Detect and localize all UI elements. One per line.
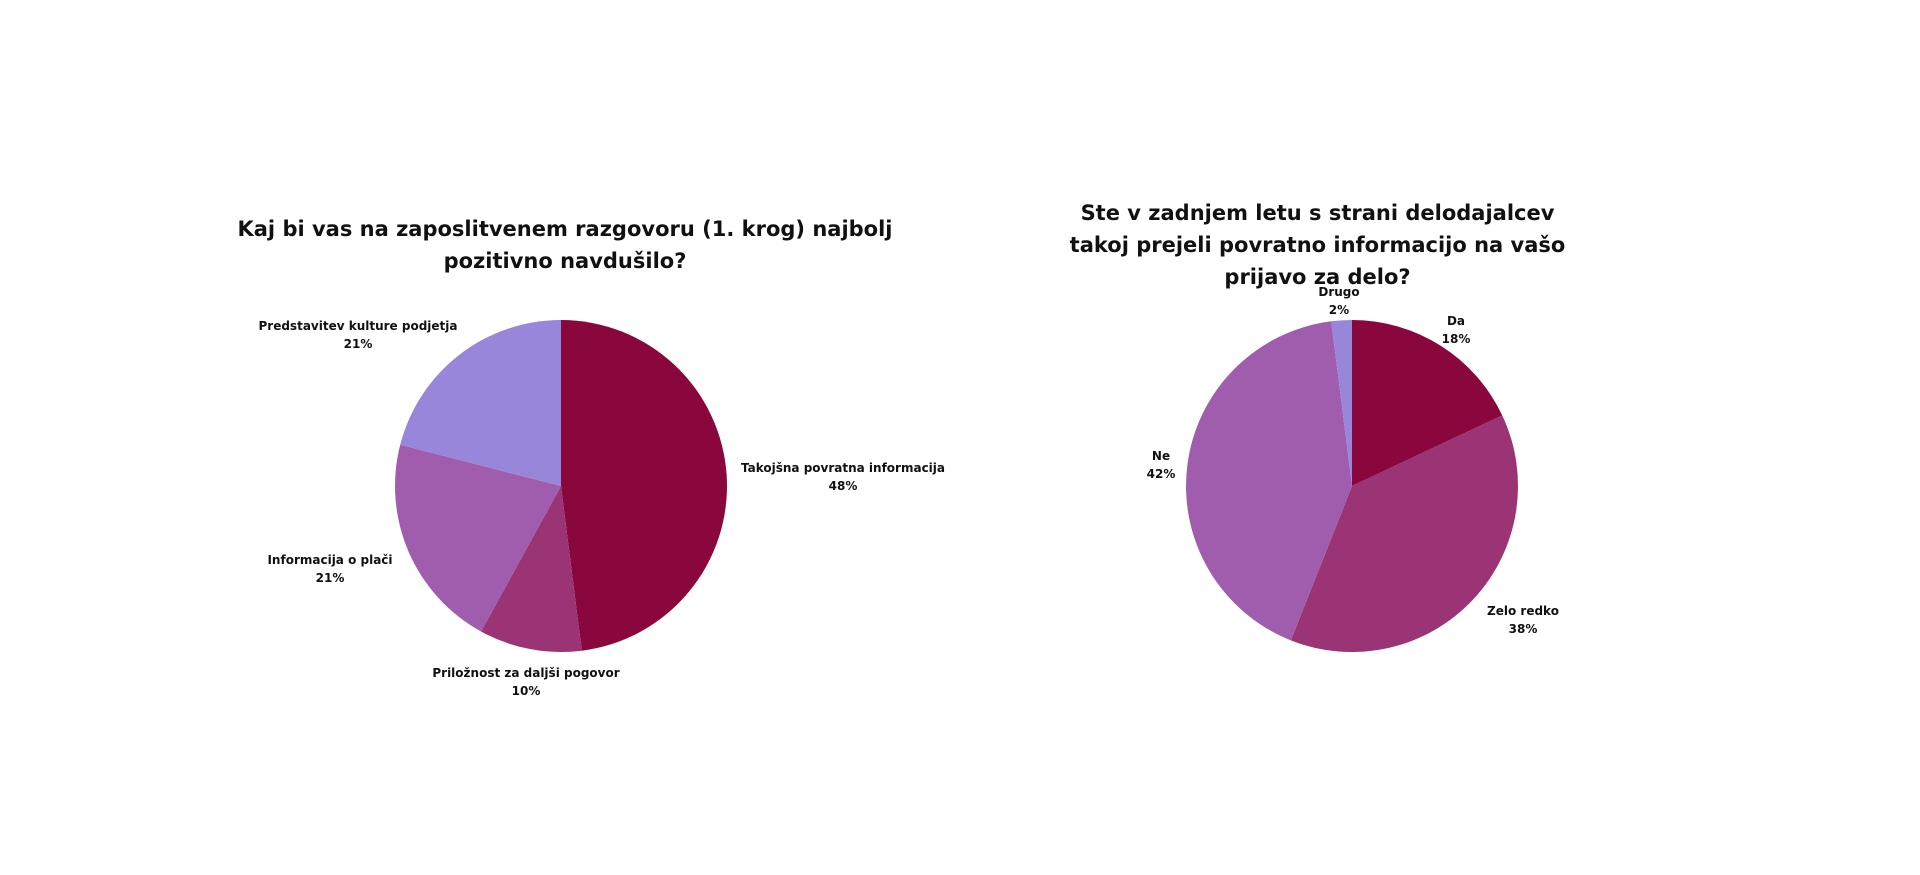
slice-label-other: Drugo 2% bbox=[1318, 283, 1359, 319]
slice-label-immediate-feedback: Takojšna povratna informacija 48% bbox=[741, 459, 945, 495]
slice-value: 10% bbox=[511, 684, 541, 698]
pie-slice bbox=[400, 320, 561, 486]
slice-label-salary-info: Informacija o plači 21% bbox=[267, 551, 392, 587]
chart-feedback-enthusiasm: Kaj bi vas na zaposlitvenem razgovoru (1… bbox=[237, 217, 945, 700]
pie-slice bbox=[1331, 320, 1352, 486]
pie-chart bbox=[395, 320, 727, 653]
slice-value: 18% bbox=[1441, 332, 1471, 346]
slice-name: Zelo redko bbox=[1487, 604, 1559, 618]
pie-slice bbox=[395, 444, 561, 632]
slice-value: 2% bbox=[1328, 303, 1350, 317]
slice-name: Predstavitev kulture podjetja bbox=[258, 319, 458, 333]
chart-title: Kaj bi vas na zaposlitvenem razgovoru (1… bbox=[237, 217, 893, 273]
slice-value: 48% bbox=[828, 479, 858, 493]
slice-label-no: Ne 42% bbox=[1147, 447, 1176, 483]
slice-name: Takojšna povratna informacija bbox=[740, 461, 946, 475]
slice-value: 38% bbox=[1508, 622, 1538, 636]
slice-name: Ne bbox=[1151, 449, 1171, 463]
slice-name: Priložnost za daljši pogovor bbox=[432, 666, 620, 680]
slice-name: Drugo bbox=[1318, 285, 1360, 299]
pie-slice bbox=[1290, 415, 1518, 652]
chart-application-feedback: Ste v zadnjem letu s strani delodajalcev… bbox=[960, 0, 1920, 875]
chart-title: Ste v zadnjem letu s strani delodajalcev… bbox=[1069, 201, 1566, 289]
pie-slice bbox=[1186, 321, 1352, 641]
pie-slice bbox=[1352, 320, 1503, 486]
slice-name: Informacija o plači bbox=[267, 553, 393, 567]
pie-chart bbox=[1186, 320, 1518, 652]
slice-value: 21% bbox=[315, 571, 345, 585]
slice-label-company-culture: Predstavitev kulture podjetja 21% bbox=[258, 317, 457, 353]
pie-slice bbox=[481, 486, 582, 653]
slice-value: 21% bbox=[343, 337, 373, 351]
slice-label-very-rarely: Zelo redko 38% bbox=[1487, 602, 1559, 638]
slice-label-longer-conversation: Priložnost za daljši pogovor 10% bbox=[432, 664, 619, 700]
slice-value: 42% bbox=[1146, 467, 1176, 481]
slice-name: Da bbox=[1446, 314, 1466, 328]
pie-slice bbox=[561, 320, 727, 651]
slice-label-yes: Da 18% bbox=[1442, 312, 1471, 348]
